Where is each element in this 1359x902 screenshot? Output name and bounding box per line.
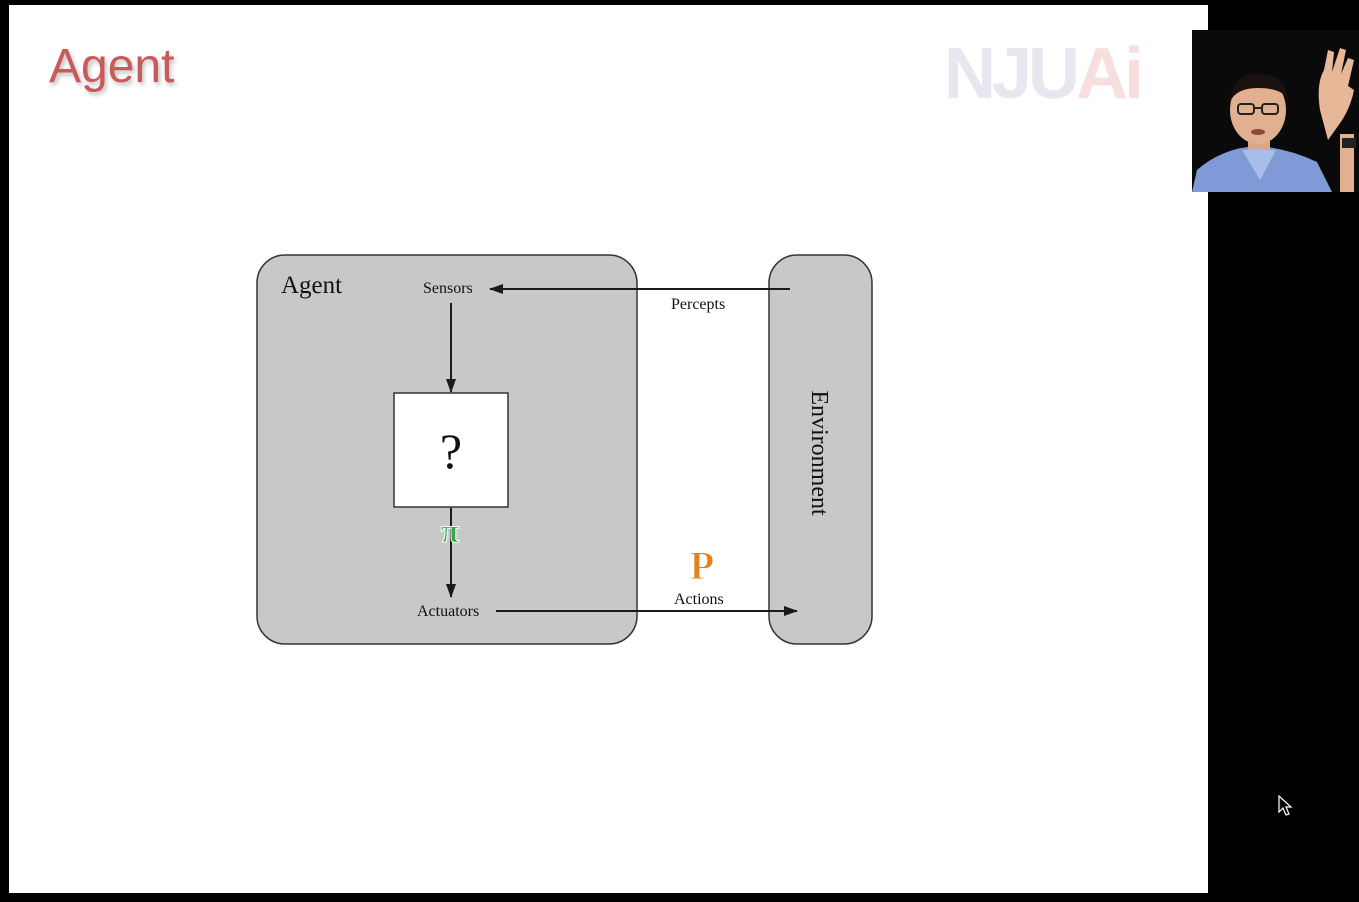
pi-policy-label: π [441,513,460,550]
environment-label: Environment [806,390,832,516]
actuators-label: Actuators [417,603,479,620]
logo-ai-text: Ai [1076,34,1144,114]
agent-label: Agent [281,272,342,299]
question-mark-label: ? [440,423,462,479]
percepts-label: Percepts [671,296,725,313]
agent-program-box [393,392,509,508]
mouse-pointer-icon [1278,795,1293,816]
nju-ai-logo: NJUAi [944,33,1144,115]
slide-title: Agent [49,40,175,93]
logo-nju-text: NJU [944,34,1080,114]
environment-box [768,254,873,645]
p-transition-label: P [690,543,714,588]
presenter-figure [1192,30,1359,192]
actions-label: Actions [674,591,724,608]
presenter-webcam-video [1192,30,1359,192]
sensors-label: Sensors [423,280,473,297]
